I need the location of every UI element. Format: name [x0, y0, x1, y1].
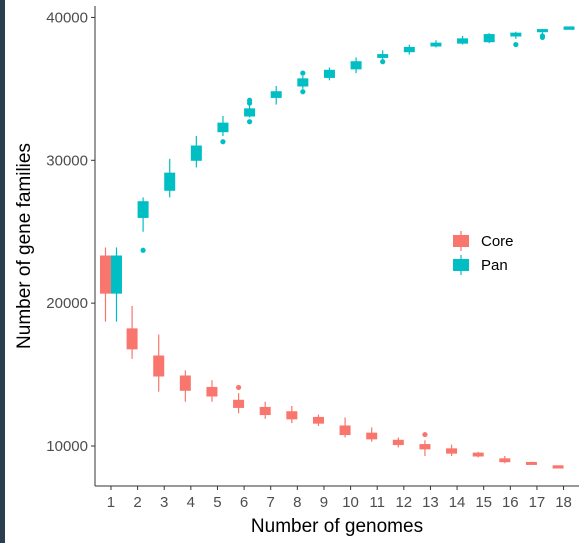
box-pan-8	[297, 70, 309, 95]
box-pan-5	[217, 116, 229, 145]
box-pan-4	[190, 136, 202, 168]
box-core-15	[472, 451, 484, 458]
box-core-13	[419, 431, 431, 456]
box-core-12	[392, 437, 404, 448]
outlier-point	[246, 119, 253, 125]
legend: Core Pan	[453, 231, 514, 275]
box-core-2	[126, 306, 138, 359]
x-tick-label: 13	[422, 494, 439, 511]
box-body	[126, 328, 138, 350]
box-pan-16	[510, 31, 522, 48]
y-axis-title: Number of gene families	[14, 143, 35, 349]
x-tick-label: 4	[187, 494, 195, 511]
box-pan-7	[270, 86, 282, 105]
outlier-point	[300, 70, 306, 76]
box-pan-14	[457, 36, 469, 45]
x-tick-label: 6	[240, 494, 248, 511]
outlier-point	[380, 59, 386, 65]
box-pan-15	[483, 33, 495, 44]
x-tick-label: 1	[107, 494, 115, 511]
x-tick-label: 3	[160, 494, 168, 511]
x-tick-label: 7	[267, 494, 275, 511]
y-tick-label: 10000	[46, 438, 88, 455]
box-pan-9	[323, 67, 335, 81]
box-pan-18	[563, 26, 575, 30]
y-tick-label: 30000	[46, 152, 88, 169]
box-core-9	[312, 414, 324, 426]
x-axis-title: Number of genomes	[251, 516, 423, 537]
box-pan-10	[350, 57, 362, 74]
x-tick-label: 18	[555, 494, 572, 511]
box-pan-2	[137, 197, 149, 253]
box-body	[99, 255, 111, 294]
outlier-point	[220, 139, 226, 145]
legend-key	[453, 259, 469, 271]
legend-key	[453, 235, 469, 247]
box-core-5	[206, 380, 218, 402]
box-core-11	[366, 427, 378, 442]
legend-label: Core	[481, 233, 514, 250]
box-pan-6	[244, 97, 256, 125]
box-pan-17	[536, 28, 548, 41]
legend-label: Pan	[481, 257, 508, 274]
box-pan-12	[403, 44, 415, 55]
box-pan-1	[110, 247, 122, 322]
x-tick-label: 2	[133, 494, 141, 511]
outlier-point	[422, 431, 428, 438]
x-tick-label: 15	[475, 494, 492, 511]
x-ticks: 1 2 3 4 5 6 7 8 9 10 11 12 13 14 15 16 17 18	[107, 486, 572, 511]
legend-item-pan: Pan	[453, 255, 508, 275]
x-tick-label: 10	[342, 494, 359, 511]
outlier-point	[539, 33, 546, 39]
outlier-point	[235, 384, 242, 391]
x-tick-label: 17	[529, 494, 546, 511]
x-tick-label: 9	[320, 494, 328, 511]
box-core-3	[153, 334, 165, 392]
x-tick-label: 14	[449, 494, 466, 511]
x-tick-label: 12	[395, 494, 412, 511]
outlier-point	[140, 247, 146, 253]
box-core-10	[339, 417, 351, 438]
x-tick-label: 5	[213, 494, 221, 511]
box-body	[110, 255, 122, 294]
box-core-7	[259, 401, 271, 419]
outlier-point	[246, 97, 253, 103]
x-tick-label: 8	[293, 494, 301, 511]
box-core-6	[233, 384, 245, 414]
x-tick-label: 16	[502, 494, 519, 511]
box-core-4	[179, 370, 191, 402]
box-core-16	[499, 456, 511, 464]
y-tick-label: 40000	[46, 9, 88, 26]
box-pan-13	[430, 40, 442, 48]
box-pan-11	[377, 50, 389, 65]
outlier-point	[300, 89, 306, 95]
x-tick-label: 11	[369, 494, 385, 511]
box-core-17	[525, 461, 537, 465]
y-tick-label: 20000	[46, 295, 88, 312]
box-core-8	[286, 406, 298, 424]
box-core-14	[446, 444, 458, 456]
outlier-point	[513, 41, 519, 48]
box-core-18	[552, 465, 564, 469]
y-ticks: 10000 20000 30000 40000	[46, 9, 95, 455]
box-layer	[99, 26, 575, 469]
window-edge	[0, 0, 5, 543]
plot-panel	[95, 6, 579, 486]
legend-item-core: Core	[453, 231, 514, 251]
box-pan-3	[164, 158, 176, 198]
box-core-1	[99, 247, 111, 322]
